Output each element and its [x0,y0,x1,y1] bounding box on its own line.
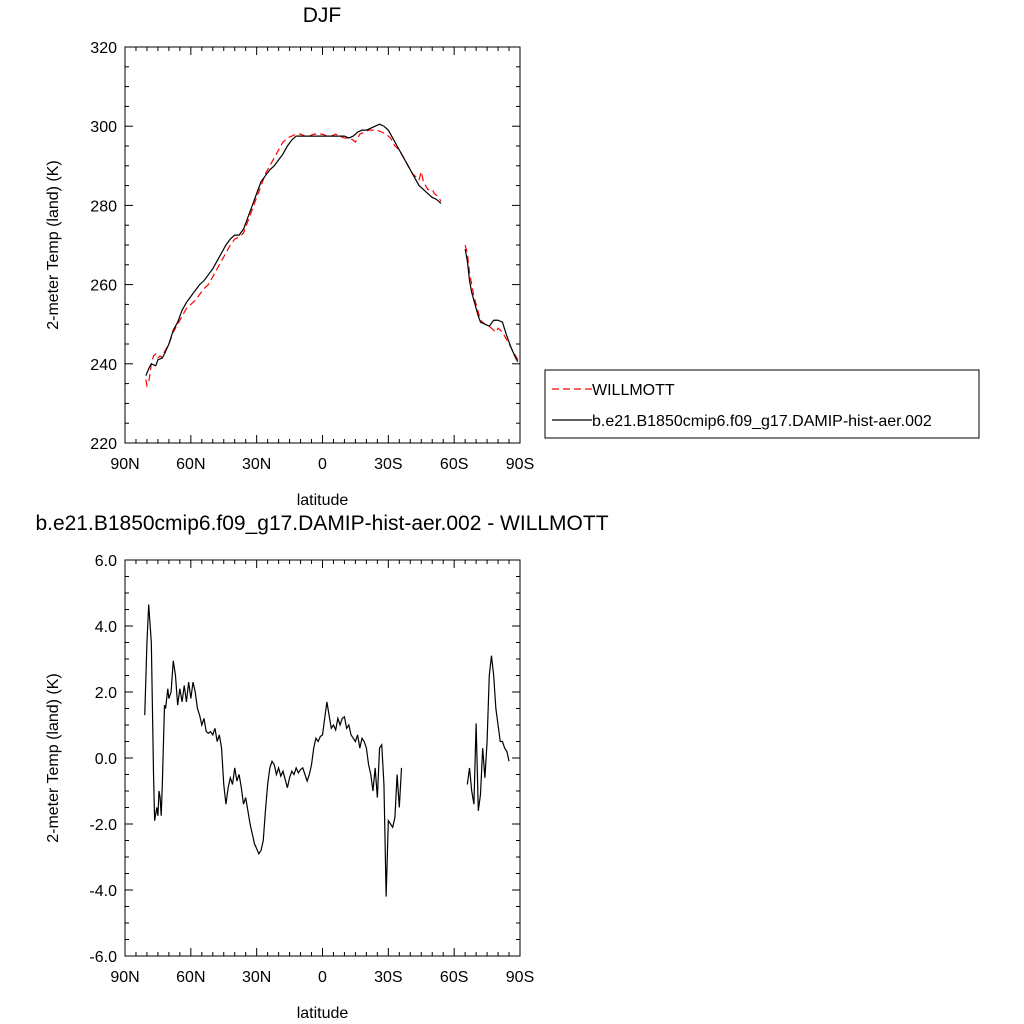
x-tick-label: 60S [440,456,468,473]
y-tick-label: -2.0 [89,817,117,834]
series-line-difference [144,604,403,897]
x-tick-label: 30N [242,969,271,986]
x-tick-label: 0 [318,456,327,473]
chart-title: DJF [303,4,342,27]
y-tick-label: 320 [90,40,117,57]
y-tick-label: 220 [90,436,117,453]
plot-frame [124,559,521,957]
series-line-b-e21-b1850cmip6-f09-g17-damip-hist-aer-002 [145,123,442,376]
series-line-willmott [464,244,519,361]
y-tick-label: 260 [90,278,117,295]
x-tick-label: 90S [506,969,534,986]
y-axis-label: 2-meter Temp (land) (K) [45,160,62,330]
x-tick-label: 0 [318,969,327,986]
x-tick-label: 30S [374,969,402,986]
legend: WILLMOTT b.e21.B1850cmip6.f09_g17.DAMIP-h… [544,369,980,439]
y-tick-label: 300 [90,119,117,136]
y-tick-label: 4.0 [95,619,117,636]
x-tick-label: 90N [110,969,139,986]
series-line-b-e21-b1850cmip6-f09-g17-damip-hist-aer-002 [464,248,519,363]
chart-title: b.e21.B1850cmip6.f09_g17.DAMIP-hist-aer.… [35,512,608,535]
x-axis-label: latitude [297,1005,349,1022]
y-tick-label: 280 [90,198,117,215]
bottom-panel: b.e21.B1850cmip6.f09_g17.DAMIP-hist-aer.… [35,512,608,1022]
y-tick-label: 0.0 [95,751,117,768]
x-tick-label: 90N [110,456,139,473]
top-panel: DJF 90N 60N 30N 0 30S 60S 90S 220 240 260 280 300 320… [45,4,534,509]
plot-frame [124,46,521,444]
y-tick-label: -4.0 [89,883,117,900]
legend-label: WILLMOTT [592,382,675,399]
y-axis-label: 2-meter Temp (land) (K) [45,673,62,843]
y-tick-label: 240 [90,357,117,374]
x-tick-label: 90S [506,456,534,473]
y-tick-label: 2.0 [95,685,117,702]
y-tick-label: -6.0 [89,949,117,966]
x-tick-label: 30S [374,456,402,473]
legend-label: b.e21.B1850cmip6.f09_g17.DAMIP-hist-aer.… [592,413,932,430]
x-axis-label: latitude [297,492,349,509]
x-tick-label: 60N [176,969,205,986]
y-tick-label: 6.0 [95,553,117,570]
x-tick-label: 60S [440,969,468,986]
series-line-willmott [145,129,442,388]
legend-box [544,369,980,439]
x-tick-label: 60N [176,456,205,473]
x-tick-label: 30N [242,456,271,473]
series-line-difference [466,655,510,811]
